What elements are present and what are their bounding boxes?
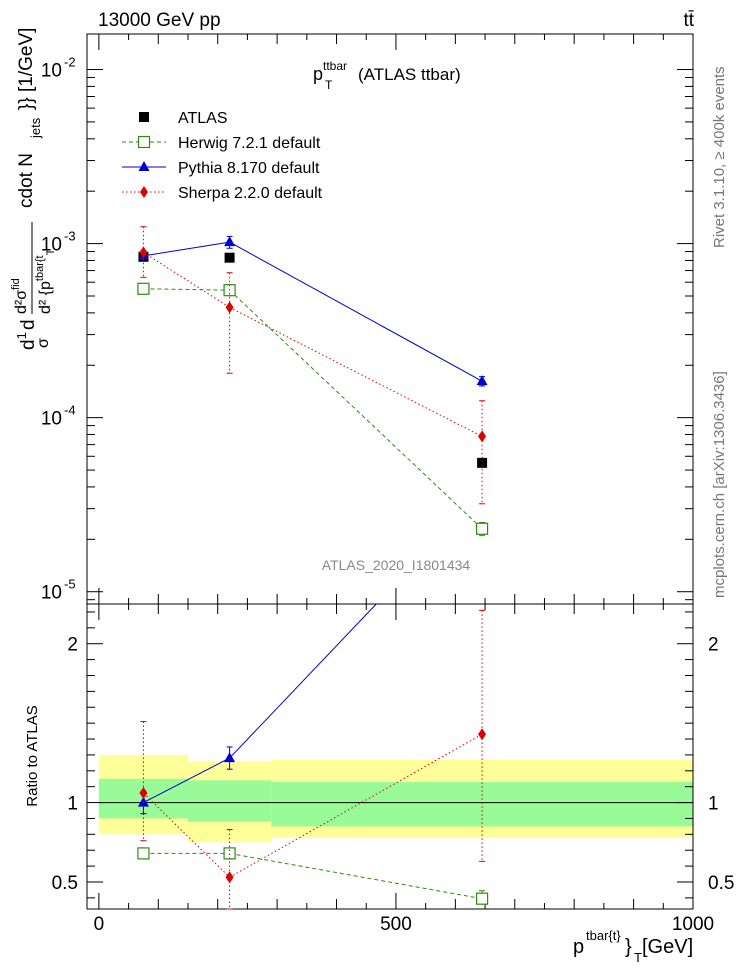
ratio-line-segment xyxy=(229,733,483,878)
main-line-segment xyxy=(229,241,483,382)
ratio-x-tick-label: 500 xyxy=(380,914,412,935)
main-point xyxy=(137,282,150,295)
ratio-ylabel: Ratio to ATLAS xyxy=(24,705,41,806)
main-point xyxy=(475,522,489,535)
main-series xyxy=(137,226,489,537)
inner-band xyxy=(188,780,272,822)
main-y-tick-label: 10 xyxy=(41,583,62,604)
main-point xyxy=(476,375,488,386)
ratio-xlabel-close: } xyxy=(625,936,632,958)
ratio-y-tick-label: 2 xyxy=(67,635,78,656)
main-panel: 10-210-310-410-5 pttbar T (ATLAS ttbar) … xyxy=(10,28,694,605)
ratio-frame xyxy=(86,603,694,910)
analysis-watermark: ATLAS_2020_I1801434 xyxy=(322,557,471,573)
ratio-series xyxy=(137,603,489,910)
main-title-sup: ttbar xyxy=(323,59,347,73)
legend-marker xyxy=(138,161,150,171)
mcplots-label: mcplots.cern.ch [arXiv:1306.3436] xyxy=(711,371,728,598)
main-title-rest: (ATLAS ttbar) xyxy=(358,65,461,84)
ratio-line-segment xyxy=(229,603,377,759)
main-ylabel-frac-den: d² {ptbar{tT xyxy=(34,248,57,314)
rivet-label: Rivet 3.1.10, ≥ 400k events xyxy=(711,66,728,248)
ratio-y-tick-label-right: 1 xyxy=(708,794,719,815)
legend-label: ATLAS xyxy=(178,110,228,127)
main-y-tick-exponent: -3 xyxy=(64,229,76,244)
legend-label: Sherpa 2.2.0 default xyxy=(178,185,323,202)
ratio-xlabel-sup: tbar{t} xyxy=(586,928,621,943)
main-ylabel-tail: }} [1/GeV] xyxy=(16,28,37,110)
main-line-segment xyxy=(143,241,230,257)
main-series-pythia xyxy=(137,235,488,387)
main-point xyxy=(225,301,234,314)
ratio-xlabel-unit: [GeV] xyxy=(642,936,693,958)
main-line-segment xyxy=(229,289,483,530)
ratio-point xyxy=(225,871,234,884)
main-y-tick-label: 10 xyxy=(41,61,62,82)
ratio-panel: 0.5 0.5 1 1 2 2 0 500 1000 Ratio to ATLAS p tbar… xyxy=(24,603,734,965)
legend-marker xyxy=(137,135,151,149)
main-ylabel-frac-num: d²σfid xyxy=(10,278,30,314)
ratio-xlabel-p: p xyxy=(573,936,584,958)
legend-marker xyxy=(140,186,148,198)
legend: ATLAS Herwig 7.2.1 default Pythia 8.170 de… xyxy=(122,110,323,202)
ratio-point xyxy=(223,847,236,860)
ratio-y-tick-label-right: 2 xyxy=(708,635,719,656)
main-series-atlas xyxy=(138,251,488,468)
main-ylabel-mid: d xyxy=(18,319,39,330)
ratio-uncertainty-bands xyxy=(98,754,693,843)
main-y-tick-exponent: -5 xyxy=(64,577,76,592)
main-title: pttbar xyxy=(313,59,347,84)
main-line-segment xyxy=(143,288,230,291)
ratio-point xyxy=(478,728,487,741)
ratio-line-segment xyxy=(229,852,483,900)
ratio-y-tick-label: 0.5 xyxy=(52,873,78,894)
main-ylabel: d1 σ d d²σfid d² {ptbar{tT cdot N jets }… xyxy=(10,28,57,350)
main-line-segment xyxy=(143,251,230,308)
main-y-tick-exponent: -2 xyxy=(64,55,76,70)
legend-label: Herwig 7.2.1 default xyxy=(178,135,321,152)
main-point xyxy=(139,246,148,259)
main-line-segment xyxy=(229,306,483,437)
ratio-line-segment xyxy=(143,757,230,804)
legend-marker xyxy=(139,112,149,122)
main-title-p: p xyxy=(313,64,323,84)
main-y-tick-label: 10 xyxy=(41,409,62,430)
ratio-x-tick-label: 1000 xyxy=(672,914,714,935)
ratio-y-tick-label-right: 0.5 xyxy=(708,873,734,894)
ratio-point xyxy=(224,752,236,763)
main-axis-ticks: 10-210-310-410-5 xyxy=(41,34,694,604)
ratio-series-sherpa xyxy=(139,609,487,910)
main-ylabel-sigma: σ xyxy=(35,338,52,348)
main-point xyxy=(224,252,235,263)
main-y-tick-label: 10 xyxy=(41,235,62,256)
main-point xyxy=(478,430,487,443)
ratio-point xyxy=(137,847,150,860)
ratio-y-tick-label: 1 xyxy=(67,794,78,815)
ratio-xlabel-sub: T xyxy=(634,950,642,965)
ratio-series-herwig xyxy=(137,847,489,905)
header-right: tt̄ xyxy=(683,10,694,31)
header-left: 13000 GeV pp xyxy=(98,10,221,31)
legend-label: Pythia 8.170 default xyxy=(178,160,320,177)
main-series-herwig xyxy=(137,282,489,537)
main-y-tick-exponent: -4 xyxy=(64,403,76,418)
ratio-xlabel: p tbar{t} } T [GeV] xyxy=(573,928,693,965)
ratio-axis-ticks: 0.5 0.5 1 1 2 2 0 500 1000 xyxy=(52,604,734,935)
ratio-point xyxy=(475,892,489,905)
ratio-line-segment xyxy=(143,792,230,878)
ratio-point xyxy=(139,787,148,800)
ratio-x-tick-label: 0 xyxy=(94,914,105,935)
main-title-sub: T xyxy=(325,78,333,92)
main-point xyxy=(477,457,488,468)
main-ylabel-rest: cdot N xyxy=(16,153,37,208)
main-point xyxy=(224,236,236,247)
main-series-sherpa xyxy=(139,226,487,505)
main-ylabel-jets: jets xyxy=(28,117,43,139)
